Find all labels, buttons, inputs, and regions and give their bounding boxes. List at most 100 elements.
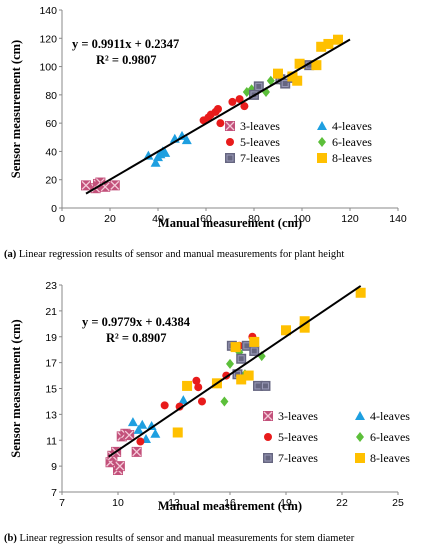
charta-legend-item — [317, 121, 327, 130]
chartb-point-8-leaves — [299, 316, 310, 327]
charta-legend-marker — [225, 153, 235, 163]
chartb-point-3-leaves-cross — [115, 461, 125, 471]
chartb-y-tick-label: 21 — [45, 306, 57, 318]
charta-series-8-leaves — [273, 34, 343, 86]
chartb-point-4-leaves — [146, 421, 157, 431]
chartb-y-tick-label: 15 — [45, 384, 57, 396]
charta-legend-label: 7-leaves — [240, 151, 280, 165]
charta-legend-label: 4-leaves — [332, 119, 372, 133]
chartb-legend-marker — [263, 411, 273, 421]
chartb-point-8-leaves — [281, 325, 291, 336]
chartb-point-5-leaves — [136, 437, 145, 446]
charta-legend-label: 6-leaves — [332, 135, 372, 149]
charta-point-3-leaves-cross — [110, 180, 120, 190]
chartb-point-5-leaves — [160, 401, 169, 410]
charta-legend-item — [225, 153, 235, 163]
chartb-y-axis-label: Sensor measurement (cm) — [9, 319, 23, 457]
chartb-legend-item — [263, 411, 273, 421]
charta-legend-item — [226, 138, 234, 146]
charta-y-tick-label: 60 — [45, 118, 57, 130]
charta-y-tick-label: 0 — [51, 203, 57, 215]
chartb-legend-item — [263, 453, 273, 463]
charta-series-4-leaves — [143, 130, 192, 167]
charta-x-tick-label: 20 — [104, 213, 116, 225]
charta-point-6-leaves — [266, 75, 275, 86]
chartb-legend-marker — [356, 432, 364, 442]
charta-point-5-leaves — [216, 119, 225, 128]
charta-y-tick-label: 20 — [45, 175, 57, 187]
chartb-x-tick-label: 22 — [336, 497, 348, 509]
charta-legend-marker — [318, 137, 326, 147]
charta-legend-marker-fill — [225, 153, 235, 163]
chartb-point-8-leaves — [182, 380, 193, 391]
chartb-x-tick-label: 25 — [392, 497, 404, 509]
chartb-point-8-leaves — [243, 370, 254, 381]
chartb-x-tick-label: 19 — [280, 497, 292, 509]
charta-series-5-leaves — [199, 95, 249, 128]
chartb-point-4-leaves — [150, 428, 161, 438]
caption-a-label: (a) — [4, 249, 17, 260]
chartb-point-5-leaves — [198, 397, 206, 406]
chartb-x-tick-label: 10 — [112, 497, 124, 509]
caption-b-text: Linear regression results of sensor and … — [19, 533, 355, 544]
chartb-point-7-leaves — [249, 345, 260, 356]
charta-point-7-leaves — [253, 81, 264, 92]
charta-legend-marker — [317, 153, 327, 163]
charta-x-tick-label: 140 — [389, 213, 407, 225]
chartb-point-7-leaves-inner — [237, 355, 245, 363]
chartb-point-3-leaves-cross — [124, 430, 134, 440]
charta-y-tick-label: 100 — [39, 62, 57, 74]
charta-legend-item — [225, 121, 235, 131]
chartb-point-8-leaves — [230, 342, 241, 353]
charta-point-7-leaves-fill — [304, 60, 315, 71]
charta-legend-marker-cross — [225, 121, 235, 131]
chartb-point-7-leaves-inner — [250, 347, 258, 355]
charta-point-8-leaves — [292, 75, 303, 86]
chartb-equation: y = 0.9779x + 0.4384 — [82, 315, 191, 329]
chartb-legend-marker — [355, 411, 365, 420]
charta-x-axis-label: Manual measurement (cm) — [158, 216, 302, 230]
chartb-point-7-leaves-fill — [232, 369, 243, 380]
charta-y-tick-label: 80 — [45, 90, 57, 102]
chartb-r-squared: R² = 0.8907 — [106, 331, 167, 345]
chartb-y-tick-label: 13 — [45, 409, 57, 421]
chartb-point-7-leaves — [236, 353, 247, 364]
chartb-legend-marker-inner — [264, 454, 272, 462]
chartb-legend-item — [355, 411, 365, 420]
charta-regression-line — [85, 38, 351, 195]
charta-series-6-leaves — [242, 75, 287, 98]
chartb-series-3-leaves — [105, 428, 142, 476]
chartb-point-5-leaves — [194, 383, 203, 392]
caption-a-text: Linear regression results of sensor and … — [18, 249, 345, 260]
charta-point-5-leaves — [228, 97, 237, 106]
chartb-point-3-leaves — [124, 430, 135, 441]
chartb-legend-item — [264, 433, 272, 441]
chartb-point-8-leaves — [355, 287, 366, 298]
charta-y-tick-label: 140 — [39, 5, 57, 17]
charta-point-7-leaves-inner — [255, 82, 263, 90]
chartb-y-tick-label: 17 — [45, 358, 57, 370]
charta-legend-item — [317, 153, 327, 163]
chartb-point-6-leaves — [220, 396, 229, 407]
charta-point-3-leaves — [81, 180, 91, 191]
charta-x-tick-label: 60 — [200, 213, 212, 225]
chartb-point-5-leaves — [192, 376, 201, 385]
charta-point-5-leaves — [214, 105, 222, 113]
charta-point-3-leaves — [109, 180, 120, 191]
chartb-legend-marker-fill — [263, 453, 273, 463]
charta-x-tick-label: 120 — [341, 213, 359, 225]
charta-x-tick-label: 80 — [248, 213, 260, 225]
chartb-x-axis-label: Manual measurement (cm) — [158, 499, 302, 513]
charta-point-4-leaves — [160, 147, 171, 157]
chartb-point-5-leaves — [175, 402, 184, 411]
chartb-point-7-leaves-fill — [249, 345, 260, 356]
chartb-point-8-leaves — [249, 336, 260, 347]
chartb-y-tick-label: 19 — [45, 332, 57, 344]
chartb-y-tick-label: 11 — [46, 435, 57, 447]
caption-a: (a) Linear regression results of sensor … — [4, 249, 344, 260]
charta-legend-marker-inner — [226, 154, 234, 162]
charta-y-tick-label: 120 — [39, 33, 57, 45]
charta-legend-marker — [226, 138, 234, 146]
chartb-y-tick-label: 23 — [45, 280, 57, 292]
charta-point-3-leaves-cross — [81, 180, 91, 190]
